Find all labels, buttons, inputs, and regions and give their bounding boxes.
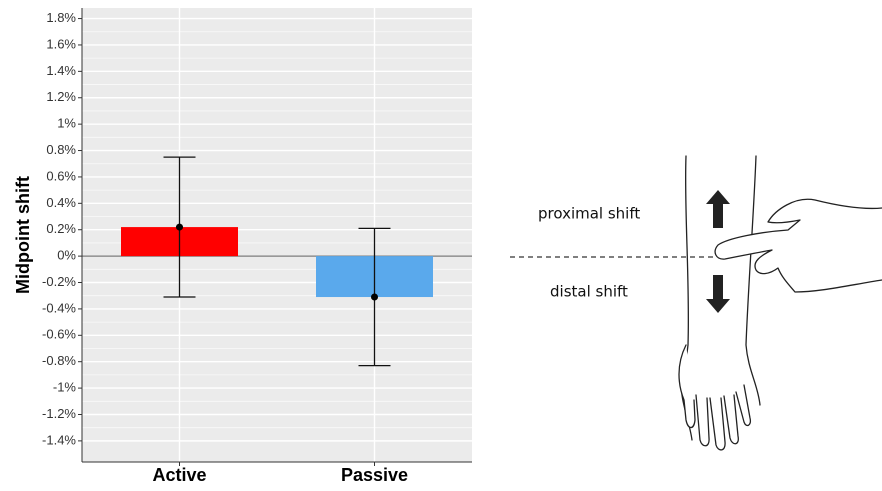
y-tick-label: 1.8% [46,10,76,25]
y-tick-label: -0.8% [42,353,76,368]
y-tick-label: -1.2% [42,406,76,421]
y-tick-label: 1.6% [46,36,76,51]
arrow-down [706,275,730,313]
y-tick-label: -1% [53,380,77,395]
y-tick-label: 1.4% [46,63,76,78]
figure: Midpoint shift proximal shift distal shi… [0,0,882,486]
arm-diagram: proximal shift distal shift [510,156,882,450]
proximal-label: proximal shift [538,205,640,223]
y-tick-label: 0.8% [46,142,76,157]
y-tick-label: 0.6% [46,168,76,183]
distal-label: distal shift [550,283,628,301]
mean-point [371,294,378,301]
x-tick-label: Passive [341,465,408,485]
mean-point [176,224,183,231]
y-tick-label: -0.2% [42,274,76,289]
pointing-hand [715,199,882,292]
y-tick-label: 0.4% [46,195,76,210]
y-tick-label: 0% [57,248,76,263]
y-tick-label: -1.4% [42,432,76,447]
y-tick-label: 0.2% [46,221,76,236]
y-tick-label: -0.6% [42,327,76,342]
y-axis-label: Midpoint shift [13,176,33,294]
x-tick-label: Active [152,465,206,485]
y-tick-label: -0.4% [42,300,76,315]
y-tick-label: 1.2% [46,89,76,104]
y-tick-label: 1% [57,116,76,131]
arrow-up [706,190,730,228]
